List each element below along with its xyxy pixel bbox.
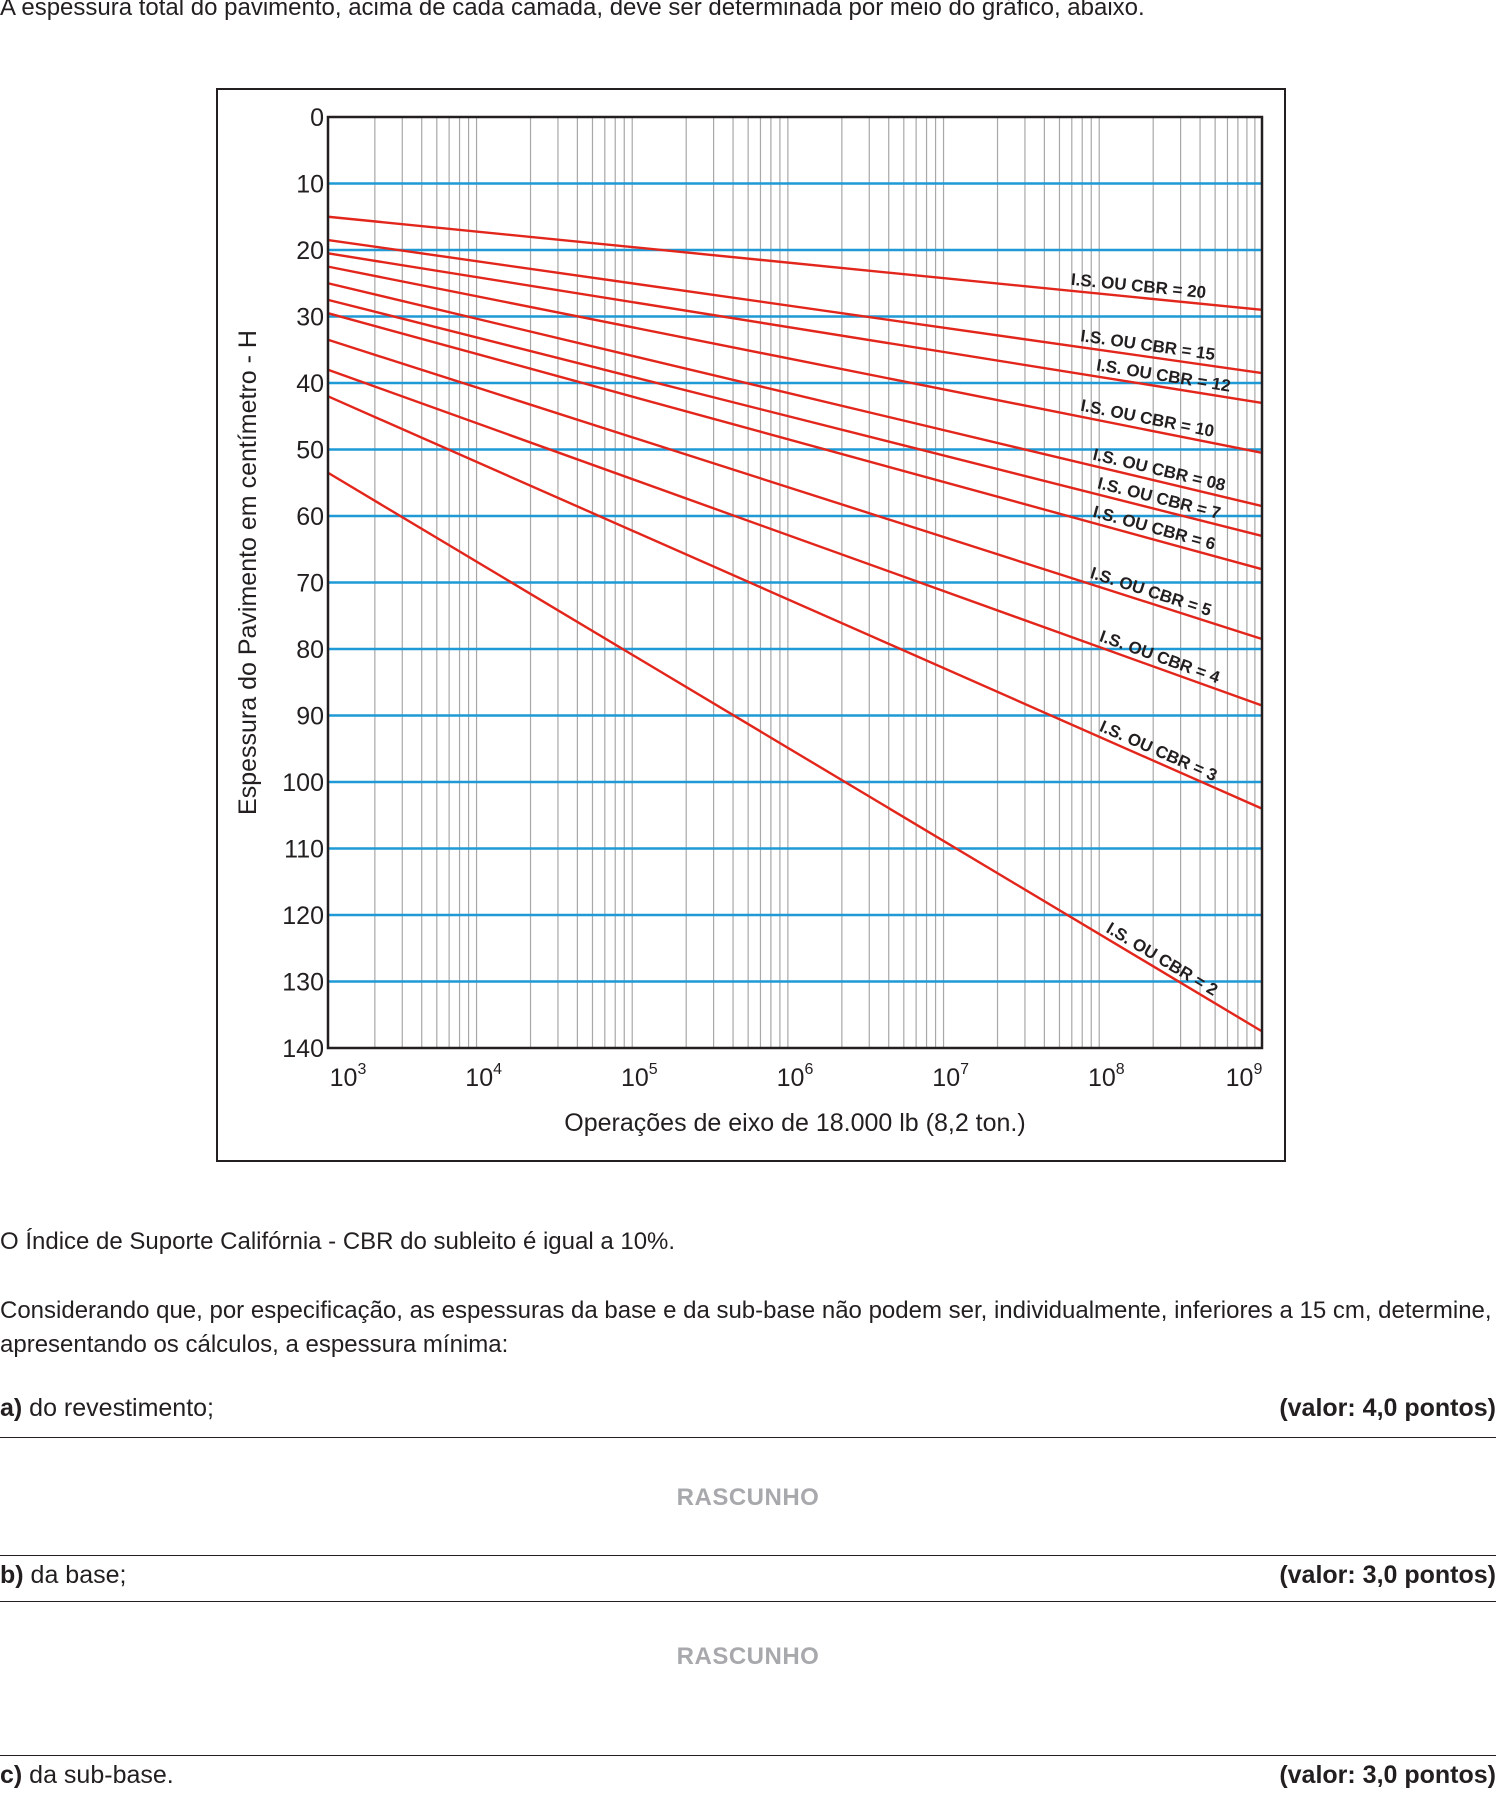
curve-labels: I.S. OU CBR = 20I.S. OU CBR = 15I.S. OU … [1070, 270, 1232, 1000]
question-b-text: da base; [23, 1561, 127, 1589]
question-c-text: da sub-base. [22, 1761, 174, 1789]
cbr-curve [327, 298, 1263, 538]
question-a-divider [0, 1437, 1496, 1438]
cbr-curve [327, 338, 1263, 641]
y-tick-label: 130 [282, 969, 324, 997]
y-tick-label: 110 [284, 836, 324, 864]
cbr-curve [327, 312, 1263, 571]
cbr-curve [327, 252, 1263, 405]
question-c: c) da sub-base. (valor: 3,0 pontos) [0, 1761, 1496, 1795]
x-tick-label: 104 [465, 1061, 502, 1092]
cbr-curve [327, 282, 1263, 508]
x-tick-label: 108 [1088, 1061, 1125, 1092]
rascunho-label-b: RASCUNHO [676, 1643, 820, 1670]
question-a: a) do revestimento; (valor: 4,0 pontos) [0, 1394, 1496, 1428]
x-tick-label: 107 [932, 1061, 969, 1092]
question-a-text: do revestimento; [22, 1394, 214, 1422]
cbr-curves [327, 215, 1263, 1033]
consider-statement: Considerando que, por especificação, as … [0, 1297, 1492, 1358]
question-b: b) da base; (valor: 3,0 pontos) [0, 1561, 1496, 1595]
cbr-curve [327, 368, 1263, 707]
y-tick-label: 50 [296, 437, 324, 465]
y-tick-label: 10 [296, 171, 324, 199]
cbr-curve [327, 215, 1263, 312]
cbr-curve [327, 471, 1263, 1033]
y-tick-label: 70 [296, 570, 324, 598]
y-tick-label: 40 [296, 370, 324, 398]
y-tick-label: 120 [282, 902, 324, 930]
x-tick-label: 105 [621, 1061, 658, 1092]
y-tick-label: 100 [282, 769, 324, 797]
y-tick-label: 20 [296, 237, 324, 265]
x-tick-label: 103 [330, 1061, 367, 1092]
cbr-curve-label: I.S. OU CBR = 5 [1088, 563, 1214, 620]
intro-text: A espessura total do pavimento, acima de… [0, 0, 1145, 21]
y-tick-label: 140 [282, 1035, 324, 1063]
rascunho-a-divider [0, 1555, 1496, 1556]
x-axis-label: Operações de eixo de 18.000 lb (8,2 ton.… [564, 1109, 1025, 1137]
y-tick-label: 80 [296, 636, 324, 664]
cbr-curve [327, 265, 1263, 455]
rascunho-label-a: RASCUNHO [676, 1484, 820, 1511]
cbr-curve-label: I.S. OU CBR = 4 [1097, 627, 1223, 688]
y-tick-label: 0 [310, 104, 324, 132]
cbr-curve-label: I.S. OU CBR = 2 [1103, 919, 1221, 1000]
question-b-letter: b) [0, 1561, 24, 1589]
cbr-statement: O Índice de Suporte Califórnia - CBR do … [0, 1228, 676, 1255]
horizontal-gridlines [328, 182, 1262, 983]
y-tick-label: 90 [296, 703, 324, 731]
rascunho-b-divider [0, 1755, 1496, 1756]
cbr-curve-label: I.S. OU CBR = 3 [1097, 717, 1220, 785]
x-tick-label: 109 [1226, 1061, 1263, 1092]
question-a-letter: a) [0, 1394, 23, 1422]
y-tick-label: 60 [296, 503, 324, 531]
question-a-value: (valor: 4,0 pontos) [1279, 1394, 1496, 1422]
x-tick-label: 106 [777, 1061, 814, 1092]
cbr-curve [327, 238, 1263, 375]
question-b-value: (valor: 3,0 pontos) [1279, 1561, 1496, 1589]
question-c-letter: c) [0, 1761, 23, 1789]
cbr-curve [327, 395, 1263, 810]
cbr-thickness-chart: I.S. OU CBR = 20I.S. OU CBR = 15I.S. OU … [234, 104, 1264, 1137]
y-tick-label: 30 [296, 304, 324, 332]
y-axis-label: Espessura do Pavimento em centímetro - H [234, 330, 262, 815]
plot-border [326, 115, 1264, 1050]
chart-frame: I.S. OU CBR = 20 I.S. OU CBR = 15 I.S. OU … [216, 88, 1286, 1162]
question-b-divider [0, 1601, 1496, 1602]
question-c-value: (valor: 3,0 pontos) [1279, 1761, 1496, 1789]
